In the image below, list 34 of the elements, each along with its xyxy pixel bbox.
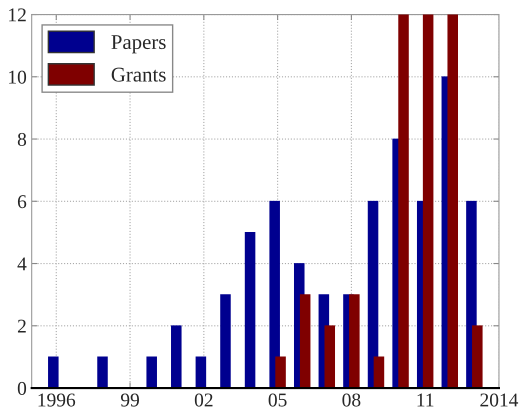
bar: [472, 325, 483, 388]
bar: [48, 356, 59, 388]
bar: [196, 356, 206, 388]
x-tick-label: 2014: [480, 393, 518, 407]
y-tick-label: 0: [18, 382, 26, 395]
bar: [220, 294, 231, 388]
bar: [374, 356, 384, 388]
y-tick-label: 10: [9, 70, 26, 84]
y-tick-label: 6: [18, 195, 26, 208]
bar: [349, 294, 360, 388]
bar: [398, 14, 409, 388]
x-tick-label: 11: [418, 394, 434, 406]
bar: [171, 325, 182, 388]
x-tick-label: 02: [194, 393, 212, 407]
x-tick-label: 08: [342, 393, 360, 407]
bar: [422, 14, 434, 388]
bar: [447, 14, 458, 388]
legend-label: Papers: [111, 35, 166, 54]
y-tick-label: 8: [18, 132, 26, 146]
bar: [244, 232, 256, 388]
y-tick-label: 12: [9, 8, 26, 22]
bar: [300, 294, 310, 388]
bar: [146, 356, 157, 388]
bar: [275, 356, 286, 388]
bar: [368, 200, 378, 388]
legend-label: Grants: [112, 68, 166, 82]
x-tick-label: 05: [268, 393, 287, 407]
bar: [269, 200, 280, 388]
bar: [324, 325, 336, 388]
bar: [97, 356, 108, 388]
y-tick-label: 2: [18, 320, 26, 333]
y-tick-label: 4: [17, 257, 27, 270]
x-tick-label: 99: [120, 394, 139, 407]
x-tick-label: 1996: [38, 394, 76, 407]
